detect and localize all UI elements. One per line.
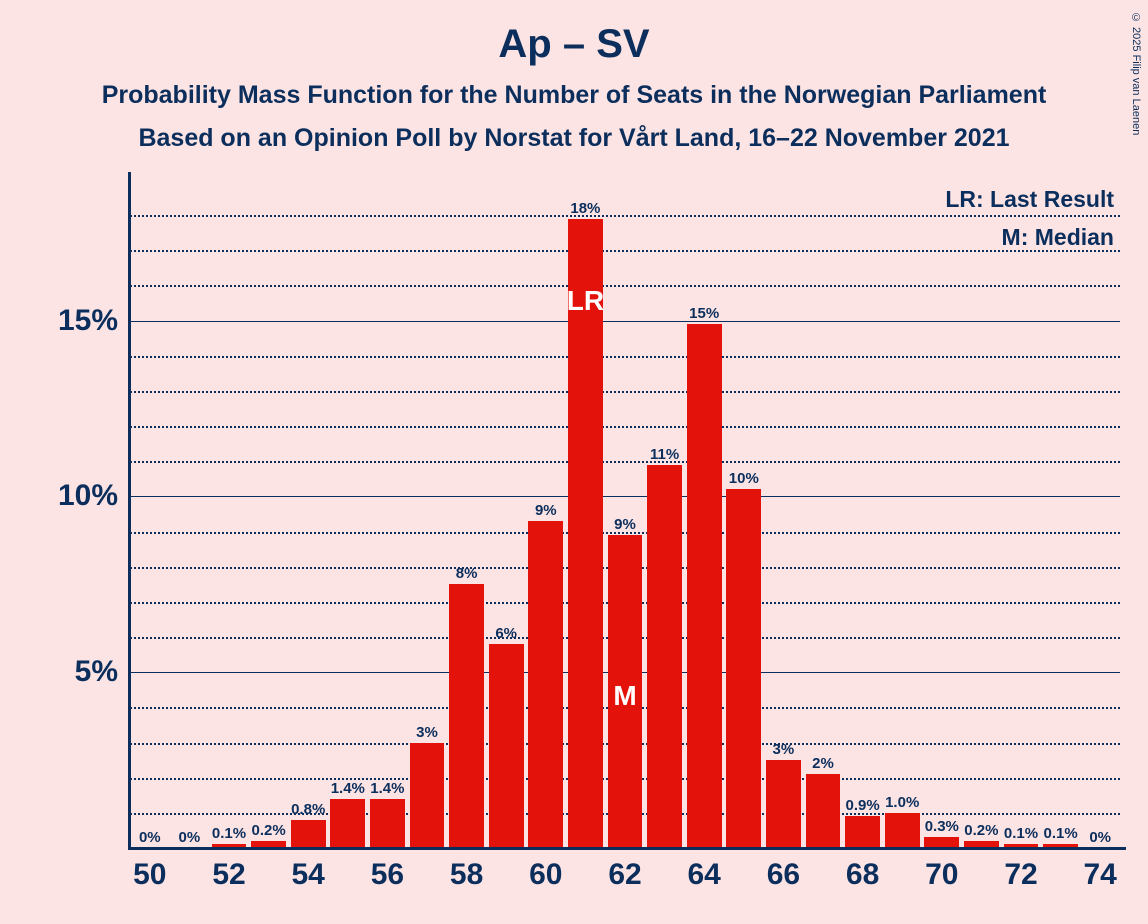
x-tick-label: 58 <box>450 858 483 892</box>
bar-value-label: 2% <box>812 755 834 772</box>
x-tick-label: 66 <box>767 858 800 892</box>
legend-last-result: LR: Last Result <box>945 186 1114 213</box>
median-marker: M <box>613 680 636 712</box>
y-tick-label: 5% <box>75 655 118 689</box>
bar: 3% <box>410 743 445 848</box>
x-tick-label: 54 <box>292 858 325 892</box>
gridline-major <box>130 496 1120 497</box>
bar: 2% <box>806 774 841 848</box>
bar-value-label: 0% <box>179 829 201 846</box>
bar-value-label: 15% <box>689 305 719 322</box>
legend-median: M: Median <box>1002 224 1114 251</box>
bar-value-label: 1.4% <box>331 780 365 797</box>
bar-value-label: 11% <box>650 446 679 463</box>
bar-value-label: 3% <box>416 724 438 741</box>
chart-subtitle-2: Based on an Opinion Poll by Norstat for … <box>0 124 1148 153</box>
bar-value-label: 0.2% <box>251 822 285 839</box>
bar: 1.4% <box>330 799 365 848</box>
bar: 11% <box>647 465 682 848</box>
gridline-minor <box>130 426 1120 428</box>
bar: 1.4% <box>370 799 405 848</box>
x-axis <box>128 847 1126 850</box>
copyright: © 2025 Filip van Laenen <box>1130 12 1142 135</box>
bar-value-label: 0% <box>139 829 161 846</box>
bar-value-label: 10% <box>729 470 759 487</box>
gridline-minor <box>130 356 1120 358</box>
y-tick-label: 15% <box>58 304 118 338</box>
x-tick-label: 62 <box>608 858 641 892</box>
x-tick-label: 56 <box>371 858 404 892</box>
bar-value-label: 1.0% <box>885 794 919 811</box>
chart-subtitle-1: Probability Mass Function for the Number… <box>0 81 1148 110</box>
x-tick-label: 60 <box>529 858 562 892</box>
y-tick-label: 10% <box>58 479 118 513</box>
y-axis <box>128 172 131 848</box>
bar-value-label: 0.9% <box>845 797 879 814</box>
bar: 9%M <box>608 535 643 848</box>
gridline-minor <box>130 250 1120 252</box>
bar: 15% <box>687 324 722 848</box>
bar-value-label: 0.1% <box>1043 825 1077 842</box>
gridline-major <box>130 321 1120 322</box>
x-tick-label: 74 <box>1084 858 1117 892</box>
bar-value-label: 3% <box>773 741 795 758</box>
bar: 6% <box>489 644 524 848</box>
bar-value-label: 0.2% <box>964 822 998 839</box>
x-tick-label: 72 <box>1004 858 1037 892</box>
bar-value-label: 0.1% <box>212 825 246 842</box>
gridline-minor <box>130 215 1120 217</box>
bar: 1.0% <box>885 813 920 848</box>
bar: 0.9% <box>845 816 880 848</box>
bar-value-label: 9% <box>535 502 557 519</box>
bar: 3% <box>766 760 801 848</box>
gridline-minor <box>130 391 1120 393</box>
last-result-marker: LR <box>567 285 604 317</box>
bar: 9% <box>528 521 563 848</box>
x-tick-label: 52 <box>212 858 245 892</box>
bar-value-label: 0.1% <box>1004 825 1038 842</box>
bar-value-label: 0% <box>1089 829 1111 846</box>
bar: 18%LR <box>568 219 603 848</box>
bar-value-label: 8% <box>456 565 478 582</box>
bar-value-label: 6% <box>495 625 517 642</box>
x-tick-label: 68 <box>846 858 879 892</box>
bar-value-label: 0.3% <box>925 818 959 835</box>
bar-value-label: 1.4% <box>370 780 404 797</box>
bar: 8% <box>449 584 484 848</box>
gridline-minor <box>130 461 1120 463</box>
gridline-minor <box>130 285 1120 287</box>
bar-value-label: 18% <box>570 200 600 217</box>
bar: 0.8% <box>291 820 326 848</box>
bar-chart: 5%10%15%0%0%0.1%0.2%0.8%1.4%1.4%3%8%6%9%… <box>130 180 1120 848</box>
x-tick-label: 70 <box>925 858 958 892</box>
x-tick-label: 64 <box>688 858 721 892</box>
bar-value-label: 9% <box>614 516 636 533</box>
bar: 10% <box>726 489 761 848</box>
chart-title: Ap – SV <box>0 22 1148 67</box>
bar-value-label: 0.8% <box>291 801 325 818</box>
x-tick-label: 50 <box>133 858 166 892</box>
